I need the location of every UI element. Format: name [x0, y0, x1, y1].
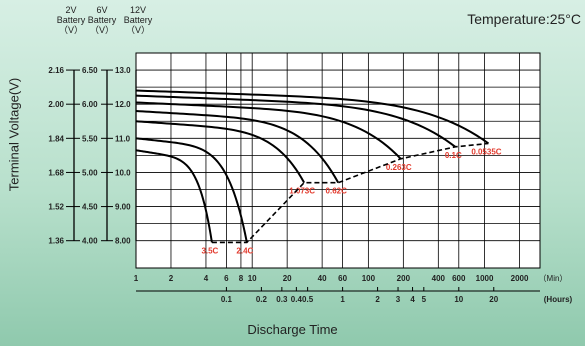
y-tick-label-2v: 2.00 [48, 100, 64, 109]
x-tick-label-min: 40 [318, 274, 327, 283]
x-tick-label-hours: 0.5 [302, 295, 314, 304]
y-tick-label-6v: 6.50 [82, 66, 98, 75]
x-tick-label-min: 20 [283, 274, 292, 283]
discharge-curve [135, 89, 490, 145]
y-tick-label-12v: 13.0 [115, 66, 131, 75]
header-12v-unit: （V） [125, 25, 150, 35]
header-2v: 2V Battery （V） [56, 5, 86, 35]
y-tick-label-6v: 6.00 [82, 100, 98, 109]
x-axis-title: Discharge Time [247, 322, 338, 337]
x-tick-label-min: 4 [204, 274, 209, 283]
curve-label: 3.5C [201, 246, 218, 255]
y-tick-label-12v: 10.0 [115, 168, 131, 177]
curve-label: 0.1C [445, 151, 462, 160]
x-tick-label-min: 2 [169, 274, 174, 283]
y-tick-label-12v: 8.00 [115, 237, 131, 246]
header-6v-voltage: 6V [96, 5, 108, 15]
x-tick-label-hours: 0.4 [291, 295, 303, 304]
y-tick-label-2v: 1.52 [48, 203, 64, 212]
x-tick-label-hours: 0.1 [221, 295, 233, 304]
x-tick-label-min: 400 [432, 274, 446, 283]
x-tick-label-min: 6 [224, 274, 229, 283]
x-tick-label-hours: 3 [396, 295, 401, 304]
x-unit-hours: (Hours) [544, 295, 573, 304]
y-tick-label-6v: 4.50 [82, 203, 98, 212]
temperature-label: Temperature:25°C [467, 11, 581, 27]
x-tick-label-hours: 10 [454, 295, 463, 304]
y-tick-label-2v: 2.16 [48, 66, 64, 75]
header-12v-voltage: 12V [129, 5, 146, 15]
x-tick-label-hours: 0.3 [276, 295, 288, 304]
discharge-curve [135, 137, 248, 243]
x-tick-label-min: 1000 [476, 274, 494, 283]
x-tick-label-hours: 20 [489, 295, 498, 304]
y-tick-label-6v: 4.00 [82, 237, 98, 246]
header-2v-voltage: 2V [65, 5, 77, 15]
header-12v: 12V Battery （V） [118, 5, 158, 35]
curve-label: 1.073C [289, 187, 315, 196]
plot-area [135, 52, 541, 269]
y-tick-label-2v: 1.36 [48, 237, 64, 246]
x-tick-label-min: 600 [452, 274, 466, 283]
discharge-curve [135, 110, 340, 184]
x-tick-label-hours: 5 [422, 295, 427, 304]
header-6v-battery: Battery [87, 15, 117, 25]
x-tick-label-hours: 0.2 [256, 295, 268, 304]
cutoff-voltage-line [211, 142, 489, 244]
x-tick-label-min: 10 [248, 274, 257, 283]
header-6v-unit: （V） [89, 25, 114, 35]
x-tick-label-min: 2000 [511, 274, 529, 283]
y-tick-label-12v: 9.00 [115, 203, 131, 212]
x-tick-label-min: 1 [134, 274, 139, 283]
discharge-curve [135, 94, 456, 148]
x-tick-label-min: 60 [338, 274, 347, 283]
curve-label: 0.62C [326, 187, 348, 196]
discharge-curve [135, 149, 213, 243]
header-2v-battery: Battery [56, 15, 86, 25]
y-tick-label-6v: 5.50 [82, 134, 98, 143]
curve-label: 2.4C [236, 246, 253, 255]
curve-label: 0.263C [386, 163, 412, 172]
y-tick-label-12v: 12.0 [115, 100, 131, 109]
x-unit-min: （Min） [539, 274, 568, 283]
y-tick-label-6v: 5.00 [82, 168, 98, 177]
curve-label: 0.0535C [471, 147, 501, 156]
x-tick-label-min: 200 [397, 274, 411, 283]
header-2v-unit: （V） [58, 25, 83, 35]
header-6v: 6V Battery （V） [84, 5, 120, 35]
x-tick-label-min: 8 [239, 274, 244, 283]
x-tick-label-min: 100 [362, 274, 376, 283]
discharge-curve [135, 101, 402, 160]
x-tick-label-hours: 1 [340, 295, 345, 304]
discharge-curve [135, 120, 306, 184]
x-tick-label-hours: 4 [410, 295, 415, 304]
header-12v-battery: Battery [123, 15, 153, 25]
y-tick-label-2v: 1.68 [48, 168, 64, 177]
y-tick-label-2v: 1.84 [48, 134, 64, 143]
y-tick-label-12v: 11.0 [115, 134, 131, 143]
x-tick-label-hours: 2 [375, 295, 380, 304]
